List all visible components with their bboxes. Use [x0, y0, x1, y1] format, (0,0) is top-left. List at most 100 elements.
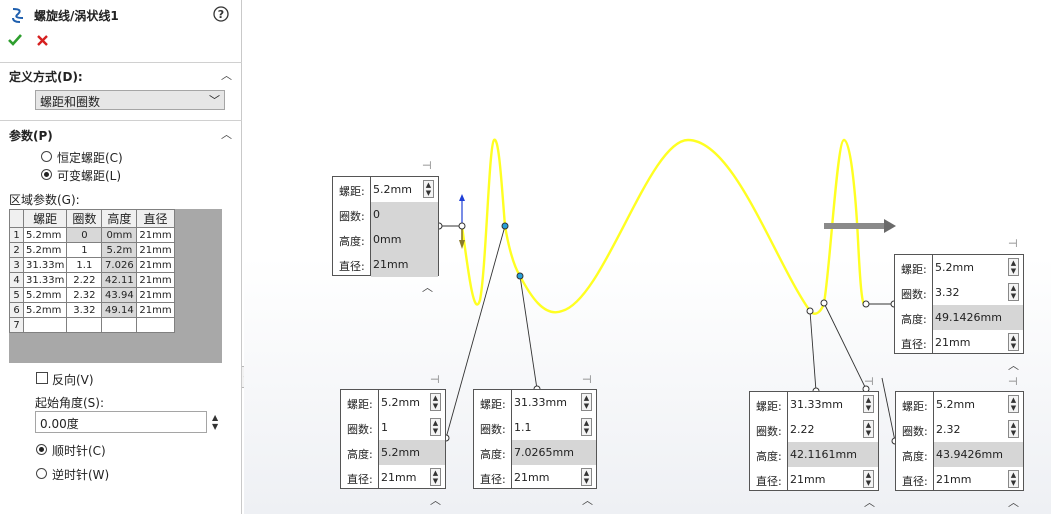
spinner-icon[interactable]: ▲ ▼ [430, 393, 441, 411]
collapse-chevron-icon[interactable]: ︿ [582, 494, 593, 507]
height-cell[interactable]: 49.14 [101, 302, 138, 318]
callout-row-revolutions[interactable]: 圈数: 1.1 ▲ ▼ [474, 415, 596, 440]
revolutions-value[interactable]: 2.32 [936, 423, 961, 436]
callout-row-diameter[interactable]: 直径: 21mm ▲ ▼ [474, 465, 596, 490]
collapse-chevron-icon[interactable]: ︿ [422, 281, 433, 294]
spinner-icon[interactable]: ▲ ▼ [863, 420, 874, 438]
spinner-icon[interactable]: ▲ ▼ [1008, 283, 1019, 301]
close-icon[interactable] [36, 34, 49, 47]
callout-row-revolutions[interactable]: 圈数: 0 [333, 202, 438, 227]
pitch-cell[interactable] [22, 317, 68, 333]
callout-region-1[interactable]: 螺距: 5.2mm ▲ ▼ 圈数: 0 高度: 0mm 直径: 21mm [332, 176, 439, 277]
diameter-cell[interactable]: 21mm [136, 257, 175, 273]
callout-row-pitch[interactable]: 螺距: 5.2mm ▲ ▼ [896, 392, 1023, 417]
pin-icon[interactable]: ⊣ [1008, 375, 1018, 388]
pitch-value[interactable]: 5.2mm [373, 183, 412, 196]
spinner-icon[interactable]: ▲ ▼ [1008, 333, 1019, 351]
variable-pitch-radio[interactable] [41, 169, 52, 180]
table-row[interactable]: 1 5.2mm 0 0mm 21mm [9, 227, 175, 243]
start-angle-spinner-icon[interactable]: ▲ ▼ [212, 413, 219, 431]
pitch-cell[interactable]: 31.33m [22, 257, 68, 273]
table-row[interactable]: 5 5.2mm 2.32 43.94 21mm [9, 287, 175, 303]
diameter-value[interactable]: 21mm [936, 473, 972, 486]
callout-region-4[interactable]: 螺距: 31.33mm ▲ ▼ 圈数: 2.22 ▲ ▼ 高度: 42.1161mm… [749, 391, 879, 491]
callout-row-pitch[interactable]: 螺距: 5.2mm ▲ ▼ [333, 177, 438, 202]
height-cell[interactable]: 42.11 [101, 272, 138, 288]
callout-row-diameter[interactable]: 直径: 21mm [333, 252, 438, 277]
pitch-cell[interactable]: 5.2mm [22, 242, 68, 258]
diameter-cell[interactable] [136, 317, 175, 333]
spinner-icon[interactable]: ▲ ▼ [581, 468, 592, 486]
height-cell[interactable] [101, 317, 138, 333]
diameter-cell[interactable]: 21mm [136, 227, 175, 243]
spinner-icon[interactable]: ▲ ▼ [1008, 470, 1019, 488]
pitch-cell[interactable]: 5.2mm [22, 302, 68, 318]
pin-icon[interactable]: ⊣ [864, 375, 874, 388]
spinner-icon[interactable]: ▲ ▼ [1008, 258, 1019, 276]
table-row[interactable]: 4 31.33m 2.22 42.11 21mm [9, 272, 175, 288]
constant-pitch-radio[interactable] [41, 151, 52, 162]
height-cell[interactable]: 43.94 [101, 287, 138, 303]
pin-icon[interactable]: ⊣ [582, 373, 592, 386]
height-cell[interactable]: 0mm [101, 227, 138, 243]
pitch-value[interactable]: 31.33mm [514, 396, 567, 409]
collapse-chevron-icon[interactable]: ︿ [221, 69, 232, 82]
callout-row-revolutions[interactable]: 圈数: 2.32 ▲ ▼ [896, 417, 1023, 442]
height-cell[interactable]: 7.026 [101, 257, 138, 273]
spinner-icon[interactable]: ▲ ▼ [863, 470, 874, 488]
pitch-value[interactable]: 31.33mm [790, 398, 843, 411]
diameter-cell[interactable]: 21mm [136, 287, 175, 303]
revolutions-cell[interactable] [66, 317, 103, 333]
callout-row-height[interactable]: 高度: 49.1426mm [895, 305, 1023, 330]
revolutions-cell[interactable]: 3.32 [66, 302, 103, 318]
table-row[interactable]: 3 31.33m 1.1 7.026 21mm [9, 257, 175, 273]
revolutions-cell[interactable]: 2.22 [66, 272, 103, 288]
revolutions-cell[interactable]: 0 [66, 227, 103, 243]
spinner-icon[interactable]: ▲ ▼ [423, 180, 434, 198]
pitch-cell[interactable]: 5.2mm [22, 287, 68, 303]
spinner-icon[interactable]: ▲ ▼ [1008, 395, 1019, 413]
spinner-icon[interactable]: ▲ ▼ [581, 393, 592, 411]
diameter-value[interactable]: 21mm [381, 471, 417, 484]
help-icon[interactable]: ? [213, 6, 229, 22]
pitch-value[interactable]: 5.2mm [936, 398, 975, 411]
callout-row-diameter[interactable]: 直径: 21mm ▲ ▼ [750, 467, 878, 492]
spinner-icon[interactable]: ▲ ▼ [430, 418, 441, 436]
counterclockwise-radio[interactable] [36, 468, 47, 479]
define-by-dropdown[interactable]: 螺距和圈数 ﹀ [35, 90, 225, 110]
callout-region-5[interactable]: 螺距: 5.2mm ▲ ▼ 圈数: 2.32 ▲ ▼ 高度: 43.9426mm 直… [895, 391, 1024, 491]
callout-region-3[interactable]: 螺距: 31.33mm ▲ ▼ 圈数: 1.1 ▲ ▼ 高度: 7.0265mm 直… [473, 389, 597, 489]
clockwise-radio[interactable] [36, 444, 47, 455]
pin-icon[interactable]: ⊣ [1008, 237, 1018, 250]
callout-row-height[interactable]: 高度: 0mm [333, 227, 438, 252]
diameter-cell[interactable]: 21mm [136, 302, 175, 318]
callout-row-revolutions[interactable]: 圈数: 1 ▲ ▼ [341, 415, 445, 440]
pin-icon[interactable]: ⊣ [422, 159, 432, 172]
reverse-checkbox[interactable] [36, 372, 48, 384]
table-row[interactable]: 7 [9, 317, 175, 333]
callout-row-height[interactable]: 高度: 7.0265mm [474, 440, 596, 465]
callout-row-revolutions[interactable]: 圈数: 3.32 ▲ ▼ [895, 280, 1023, 305]
callout-row-pitch[interactable]: 螺距: 31.33mm ▲ ▼ [750, 392, 878, 417]
spinner-icon[interactable]: ▲ ▼ [581, 418, 592, 436]
spinner-icon[interactable]: ▲ ▼ [863, 395, 874, 413]
revolutions-cell[interactable]: 2.32 [66, 287, 103, 303]
diameter-value[interactable]: 21mm [514, 471, 550, 484]
callout-row-height[interactable]: 高度: 43.9426mm [896, 442, 1023, 467]
callout-row-height[interactable]: 高度: 42.1161mm [750, 442, 878, 467]
pin-icon[interactable]: ⊣ [430, 373, 440, 386]
table-row[interactable]: 6 5.2mm 3.32 49.14 21mm [9, 302, 175, 318]
spinner-icon[interactable]: ▲ ▼ [1008, 420, 1019, 438]
callout-row-pitch[interactable]: 螺距: 31.33mm ▲ ▼ [474, 390, 596, 415]
start-angle-input[interactable]: 0.00度 [35, 411, 207, 433]
graphics-area[interactable]: ⊣ 螺距: 5.2mm ▲ ▼ 圈数: 0 高度: 0mm 直径: 21mm ︿ … [244, 0, 1051, 514]
revolutions-value[interactable]: 2.22 [790, 423, 815, 436]
collapse-chevron-icon[interactable]: ︿ [430, 494, 441, 507]
revolutions-cell[interactable]: 1 [66, 242, 103, 258]
spinner-icon[interactable]: ▲ ▼ [430, 468, 441, 486]
diameter-cell[interactable]: 21mm [136, 242, 175, 258]
revolutions-value[interactable]: 3.32 [935, 286, 960, 299]
table-row[interactable]: 2 5.2mm 1 5.2m 21mm [9, 242, 175, 258]
callout-row-diameter[interactable]: 直径: 21mm ▲ ▼ [341, 465, 445, 490]
diameter-cell[interactable]: 21mm [136, 272, 175, 288]
